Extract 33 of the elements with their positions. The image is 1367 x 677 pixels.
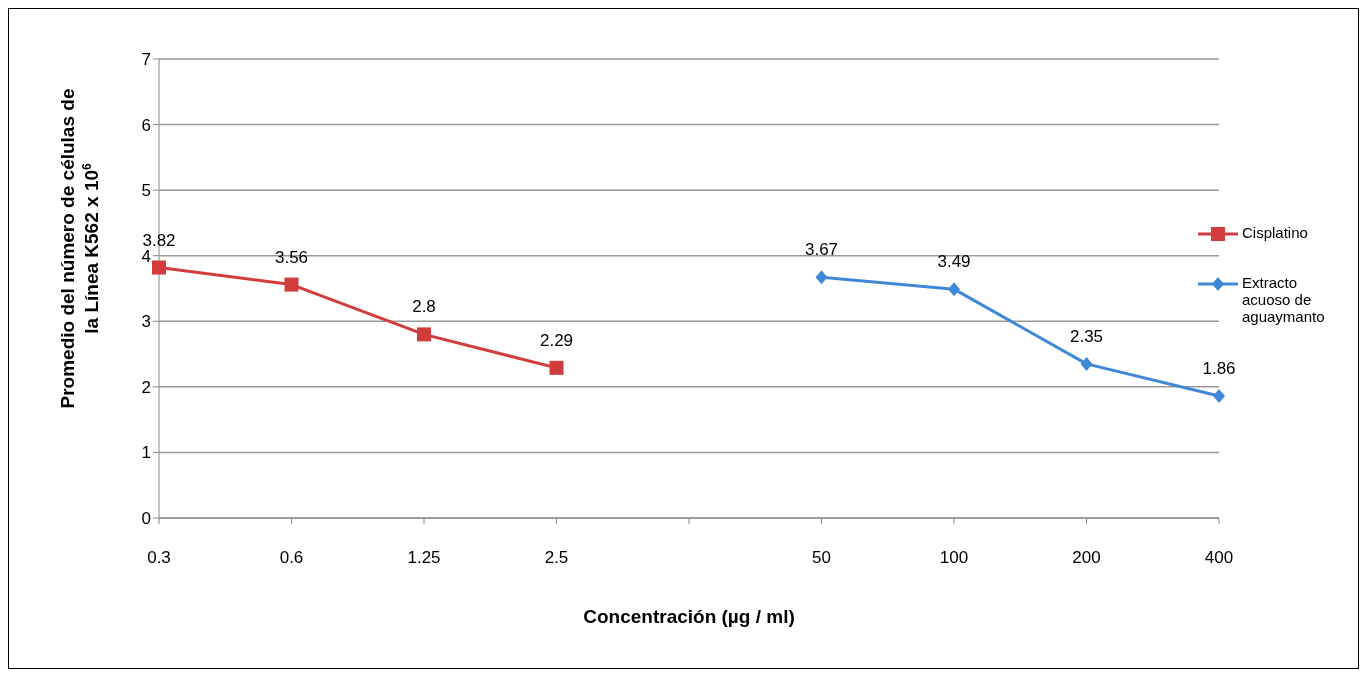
x-tick-label: 200	[1072, 548, 1101, 568]
data-label: 2.8	[412, 297, 436, 317]
y-tick-label: 5	[141, 181, 151, 201]
point	[284, 277, 299, 292]
point	[417, 327, 431, 342]
point	[815, 270, 828, 285]
legend-label: Extracto acuoso de aguaymanto	[1242, 274, 1326, 325]
legend-label: Cisplatino	[1242, 224, 1308, 241]
data-label: 3.49	[937, 252, 971, 272]
data-label: 2.29	[539, 330, 574, 350]
y-tick-label: 2	[141, 377, 151, 397]
y-tick-label: 1	[141, 443, 151, 463]
x-tick-label: 100	[939, 548, 969, 568]
y-tick-label: 6	[141, 115, 151, 135]
point	[948, 282, 960, 297]
x-tick-label: 400	[1204, 548, 1234, 568]
data-label: 3.56	[274, 247, 309, 267]
point	[1080, 356, 1093, 371]
point	[549, 360, 564, 375]
x-tick-label: 0.3	[147, 548, 171, 568]
x-tick-label: 1.25	[407, 548, 441, 568]
x-axis-title: Concentración (µg / ml)	[583, 606, 795, 627]
point	[152, 260, 166, 275]
y-tick-label: 3	[141, 312, 151, 332]
data-label: 2.35	[1069, 326, 1104, 346]
x-tick-label: 0.6	[279, 548, 304, 568]
y-tick-label: 0	[141, 509, 151, 529]
data-label: 1.86	[1202, 359, 1236, 379]
x-tick-label: 50	[812, 548, 831, 568]
y-tick-label: 7	[141, 50, 151, 70]
data-label: 3.67	[804, 240, 839, 260]
x-tick-label: 2.5	[544, 548, 569, 568]
point	[1213, 389, 1225, 404]
